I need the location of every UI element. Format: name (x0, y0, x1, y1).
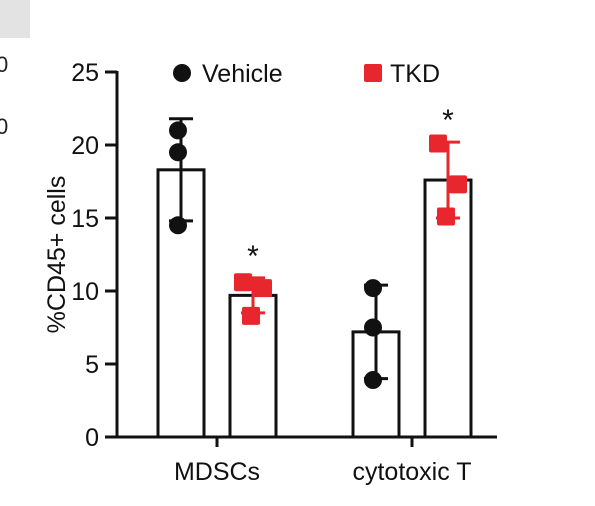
data-point-circle (169, 143, 187, 162)
y-tick-label: 25 (71, 59, 99, 87)
bars (156, 168, 473, 439)
data-point-circle (169, 216, 187, 235)
legend-label: TKD (390, 60, 440, 88)
y-tick-label: 5 (85, 351, 99, 379)
data-point-square (254, 279, 272, 298)
x-tick-label: cytotoxic T (352, 458, 471, 486)
cropped-panel-fragment (0, 0, 30, 38)
data-point-square (449, 175, 467, 194)
data-point-circle (364, 371, 382, 390)
data-point-square (242, 306, 260, 325)
cropped-text-fragment: 0 (0, 52, 9, 77)
data-point-square (234, 273, 252, 292)
cropped-text-fragment: 0 (0, 114, 9, 139)
legend-marker-square (364, 64, 382, 82)
data-point-circle (364, 318, 382, 337)
labels: 0 5 10 15 20 25 MDSCs cytotoxic T %CD45+ cells * * (43, 59, 472, 486)
data-points (169, 121, 467, 390)
x-tick-label: MDSCs (174, 458, 260, 486)
y-tick-label: 20 (71, 132, 99, 160)
y-tick-label: 10 (71, 278, 99, 306)
error-bars (169, 117, 460, 381)
legend: Vehicle TKD (173, 60, 440, 88)
significance-star: * (442, 104, 454, 137)
y-axis-title: %CD45+ cells (43, 176, 71, 334)
data-point-square (437, 207, 455, 226)
y-tick-label: 0 (85, 424, 99, 452)
legend-marker-circle (173, 64, 191, 82)
data-point-circle (169, 121, 187, 140)
data-point-square (429, 134, 447, 153)
data-point-circle (364, 279, 382, 298)
significance-star: * (247, 240, 259, 273)
legend-label: Vehicle (202, 60, 283, 88)
y-tick-label: 15 (71, 205, 99, 233)
